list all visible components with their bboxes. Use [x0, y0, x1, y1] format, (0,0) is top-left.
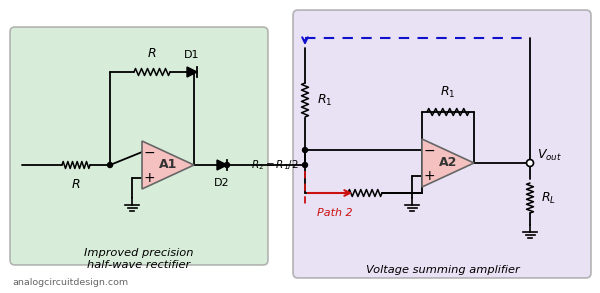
Text: Voltage summing amplifier: Voltage summing amplifier — [366, 265, 520, 275]
Text: analogcircuitdesign.com: analogcircuitdesign.com — [12, 278, 128, 287]
Text: $R_L$: $R_L$ — [541, 190, 556, 206]
Text: $V_{out}$: $V_{out}$ — [537, 147, 562, 163]
Text: D1: D1 — [184, 50, 200, 60]
Text: Improved precision
half-wave rectifier: Improved precision half-wave rectifier — [84, 248, 194, 270]
Text: $-$: $-$ — [423, 143, 435, 157]
Text: $-$: $-$ — [143, 145, 155, 159]
Text: $R$: $R$ — [71, 178, 81, 191]
Text: Path 2: Path 2 — [317, 208, 353, 218]
Circle shape — [224, 163, 229, 168]
Text: $R_1$: $R_1$ — [317, 93, 332, 108]
Circle shape — [302, 163, 308, 168]
Polygon shape — [217, 160, 227, 170]
Text: $R_2 = R_1/2$: $R_2 = R_1/2$ — [251, 158, 299, 172]
Polygon shape — [142, 141, 194, 189]
Text: $+$: $+$ — [143, 171, 155, 185]
Text: A2: A2 — [439, 156, 457, 169]
Polygon shape — [187, 67, 197, 77]
FancyBboxPatch shape — [10, 27, 268, 265]
Text: A1: A1 — [159, 159, 177, 171]
Circle shape — [302, 148, 308, 153]
Polygon shape — [422, 139, 474, 187]
Text: $R$: $R$ — [147, 47, 157, 60]
Circle shape — [527, 161, 533, 166]
Circle shape — [527, 159, 533, 166]
Text: D2: D2 — [214, 178, 230, 188]
Text: $+$: $+$ — [423, 169, 435, 183]
FancyBboxPatch shape — [293, 10, 591, 278]
Circle shape — [107, 163, 113, 168]
Text: $R_1$: $R_1$ — [440, 85, 456, 100]
